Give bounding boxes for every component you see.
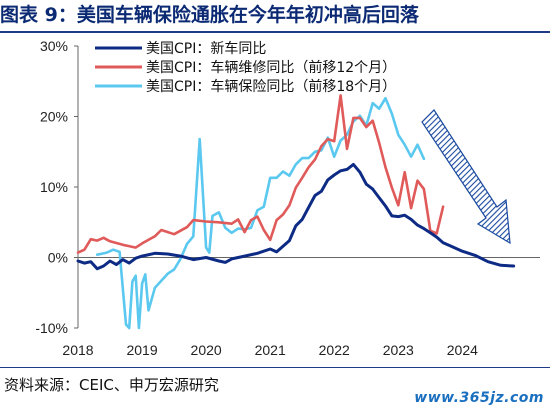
- series-line-1: [76, 162, 516, 271]
- legend-label-3: 美国CPI：车辆保险同比（前移18个月）: [146, 78, 396, 95]
- y-tick-label: 20%: [40, 109, 68, 125]
- y-tick-label: 10%: [40, 179, 68, 195]
- x-tick-label: 2020: [191, 342, 222, 358]
- x-tick-label: 2024: [447, 342, 478, 358]
- legend-label-1: 美国CPI：新车同比: [146, 40, 266, 57]
- x-tick-label: 2019: [126, 342, 157, 358]
- y-tick-label: 30%: [40, 38, 68, 54]
- page-title: 图表 9：美国车辆保险通胀在今年年初冲高后回落: [0, 4, 419, 26]
- line-chart: -10% 0% 10% 20% 30% 2018 2019 2020 2021 2022 2023…: [35, 38, 540, 358]
- downward-trend-arrow: [421, 109, 511, 245]
- series-lines: [76, 94, 516, 330]
- x-tick-label: 2021: [255, 342, 286, 358]
- x-tick-label: 2023: [383, 342, 414, 358]
- x-tick-label: 2022: [319, 342, 350, 358]
- source-note: 资料来源：CEIC、申万宏源研究: [4, 376, 219, 394]
- chart-axes: [74, 45, 540, 329]
- x-tick-label: 2018: [62, 342, 93, 358]
- trend-arrow-shape: [421, 109, 511, 245]
- y-tick-label: 0%: [48, 250, 68, 266]
- legend-label-2: 美国CPI：车辆维修同比（前移12个月）: [146, 59, 396, 76]
- series-line-2: [76, 94, 445, 254]
- y-axis-tick-labels: -10% 0% 10% 20% 30%: [35, 38, 68, 336]
- y-tick-label: -10%: [35, 320, 68, 336]
- title-divider: [0, 31, 550, 33]
- x-axis-tick-labels: 2018 2019 2020 2021 2022 2023 2024: [62, 342, 478, 358]
- watermark: www.365jz.com: [414, 390, 544, 406]
- source-divider: [0, 367, 550, 368]
